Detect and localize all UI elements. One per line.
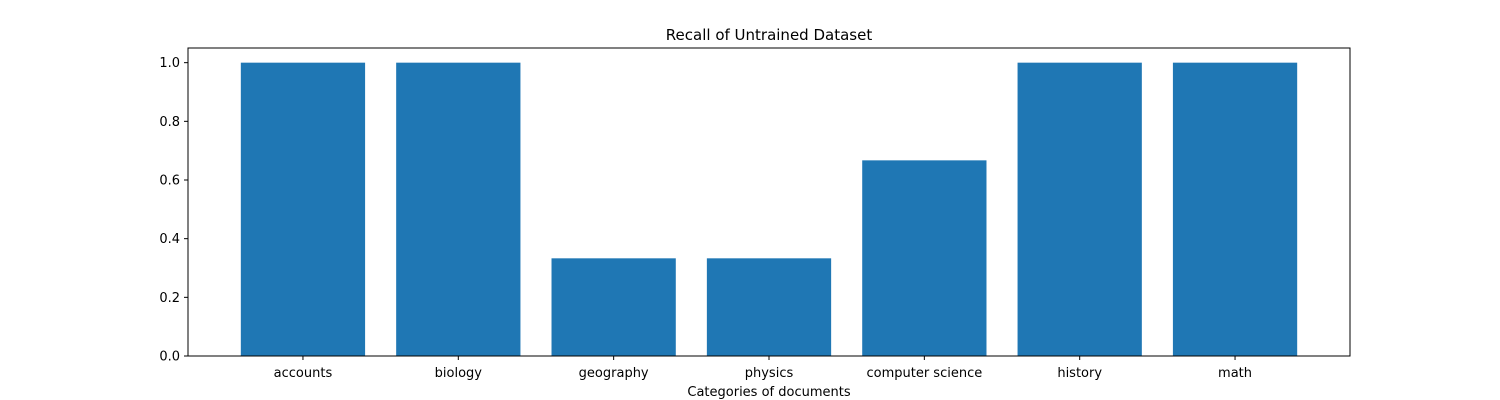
y-axis: 0.0 0.2 0.4 0.6 0.8 1.0 <box>159 56 188 365</box>
bar-biology <box>396 62 521 357</box>
y-tick-label: 0.2 <box>159 291 180 306</box>
x-axis: accounts biology geography physics computer … <box>274 356 1252 381</box>
bars-group <box>240 62 1298 357</box>
x-tick-label: accounts <box>274 366 333 381</box>
y-tick-label: 0.8 <box>159 115 180 130</box>
x-tick-label: history <box>1057 366 1102 381</box>
bar-computer-science <box>862 160 987 356</box>
bar-history <box>1017 62 1142 357</box>
y-tick-label: 0.6 <box>159 174 180 189</box>
bar-physics <box>706 258 832 356</box>
plot-frame <box>187 47 1351 357</box>
chart-title: Recall of Untrained Dataset <box>666 26 873 44</box>
bar-geography <box>551 258 676 356</box>
bar-accounts <box>240 62 366 357</box>
y-tick-label: 1.0 <box>159 56 180 71</box>
x-tick-label: math <box>1218 366 1252 381</box>
bar-math <box>1172 62 1298 357</box>
x-tick-label: geography <box>579 366 649 381</box>
x-axis-label: Categories of documents <box>687 385 850 400</box>
x-tick-label: physics <box>745 366 794 381</box>
y-tick-label: 0.4 <box>159 232 180 247</box>
y-tick-label: 0.0 <box>159 350 180 365</box>
x-tick-label: biology <box>435 366 483 381</box>
x-tick-label: computer science <box>866 366 982 381</box>
